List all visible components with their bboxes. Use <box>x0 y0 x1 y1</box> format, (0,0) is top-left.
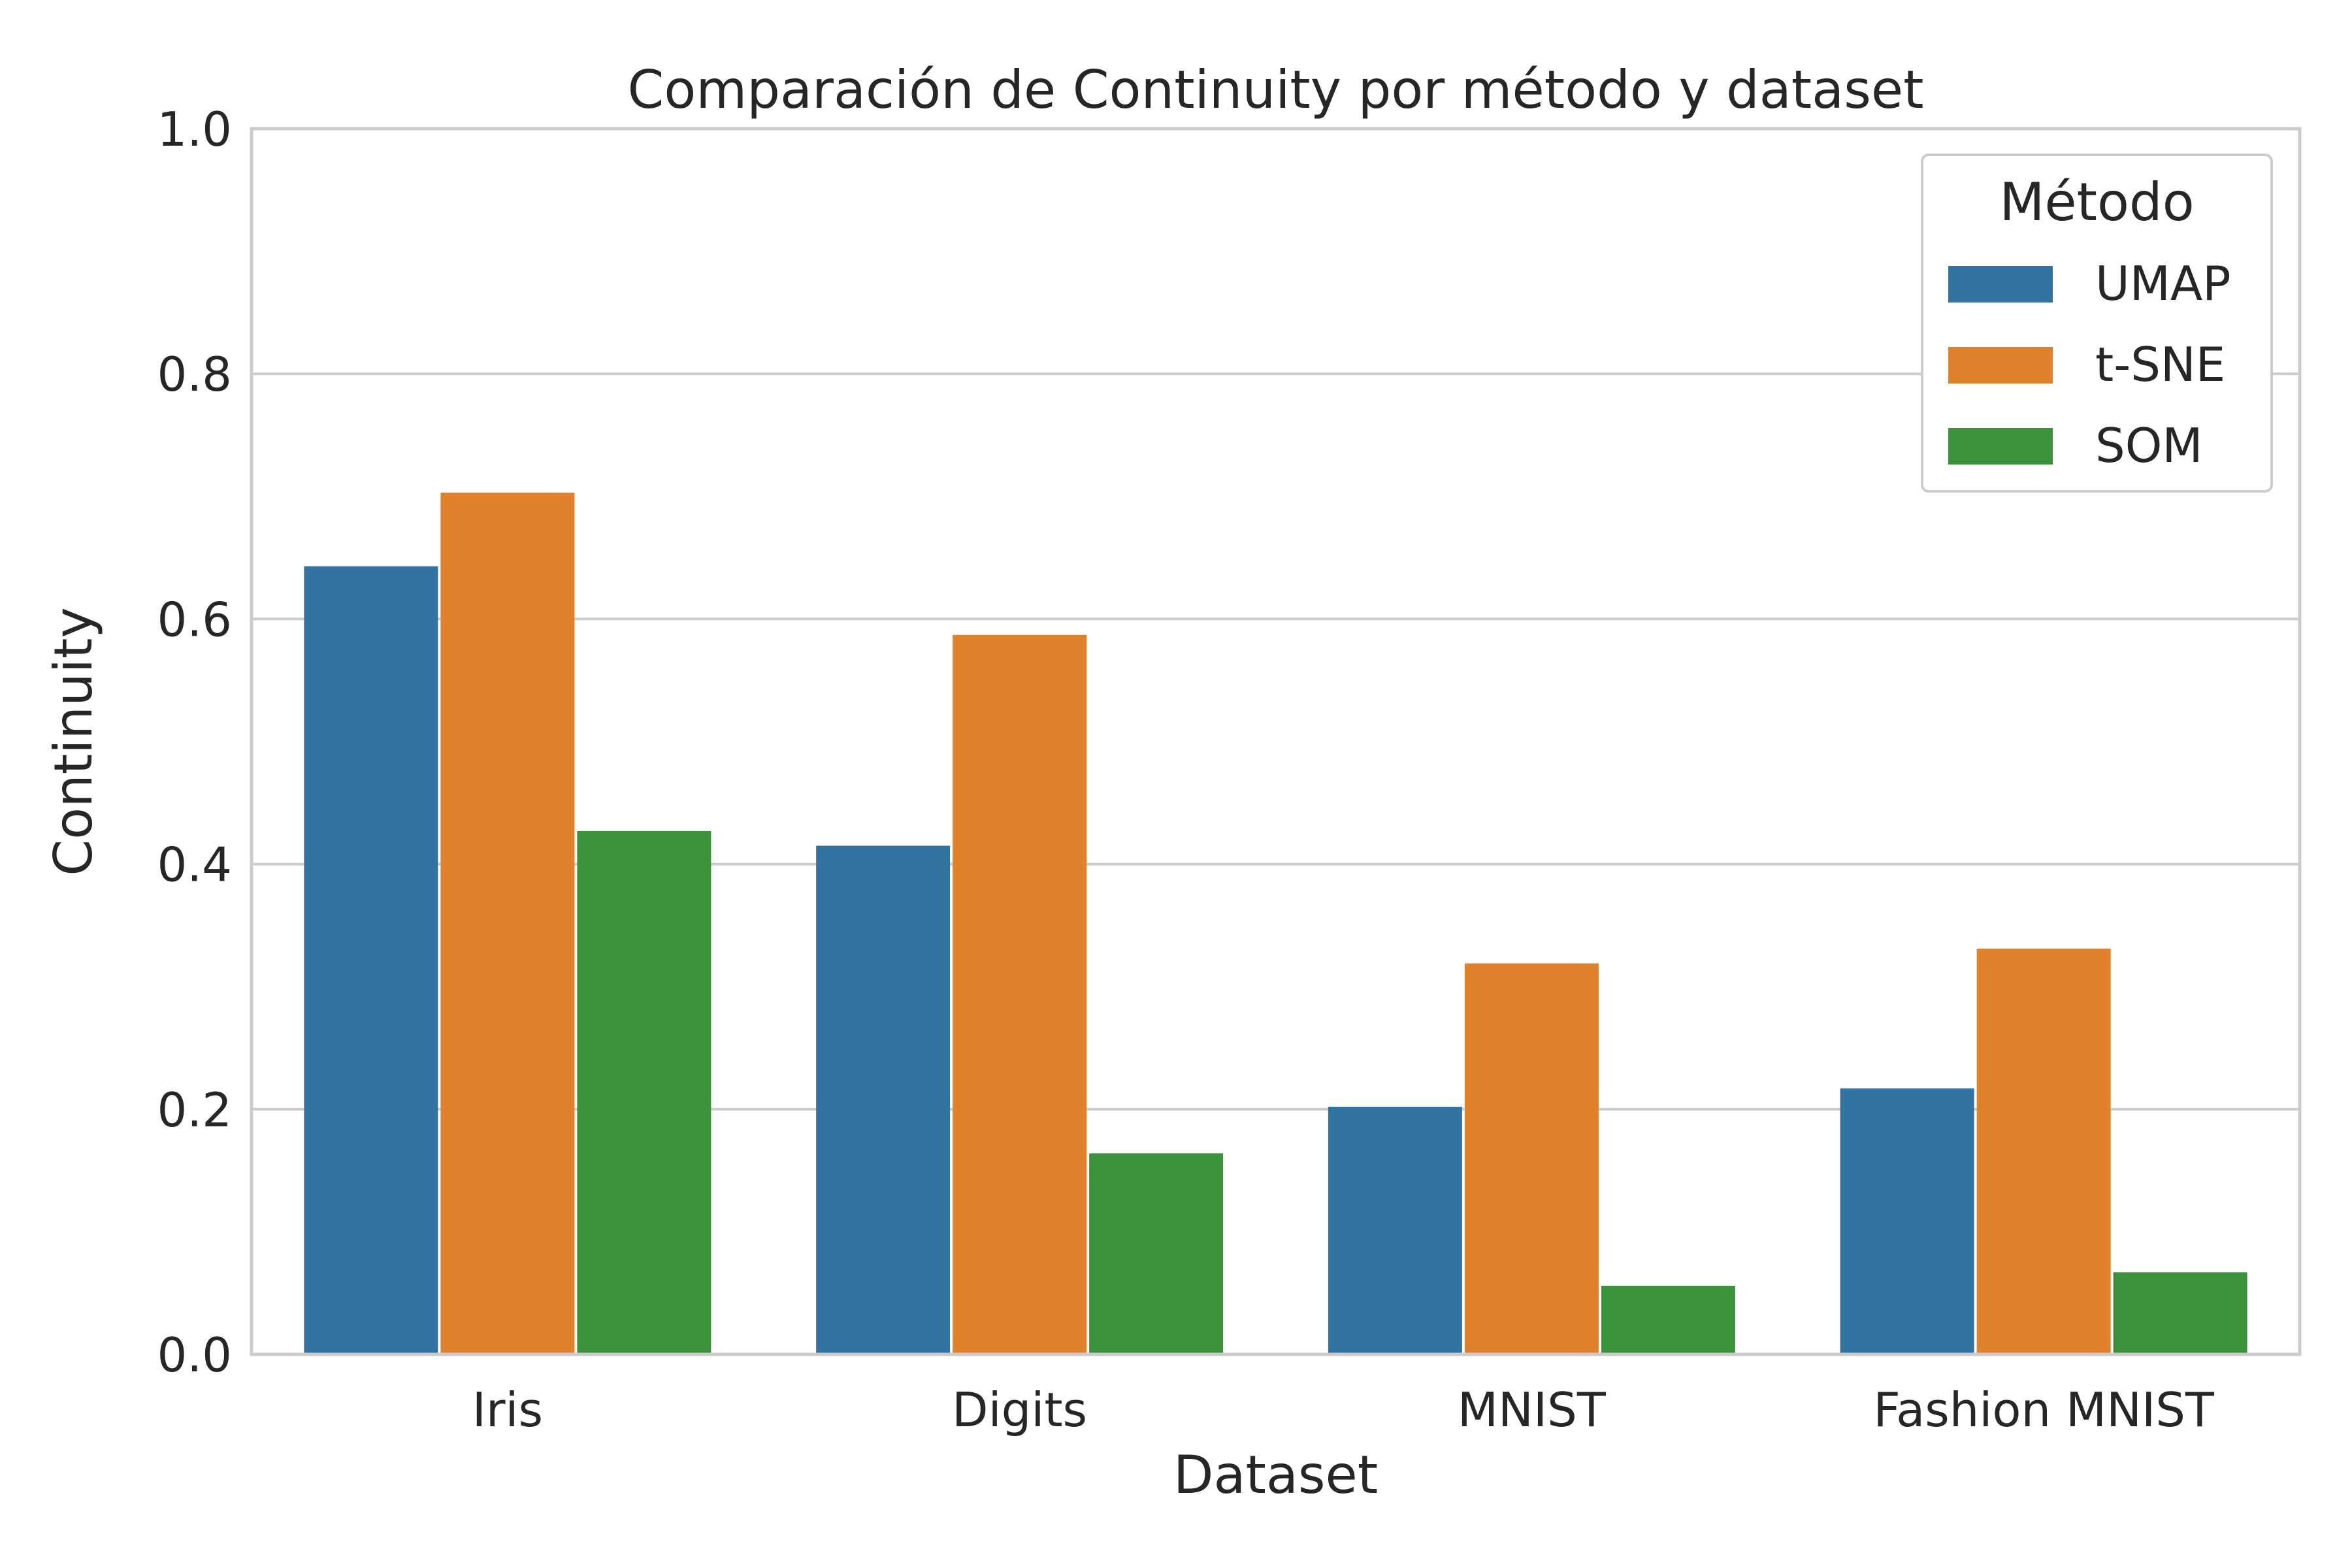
y-tick-labels: 0.0 0.2 0.4 0.6 0.8 1.0 <box>157 102 232 1382</box>
y-tick-label: 0.2 <box>157 1083 232 1137</box>
plot-frame <box>250 127 2302 1356</box>
bar-umap-mnist <box>1328 1107 1462 1354</box>
legend-swatch <box>1948 428 2053 465</box>
legend-title: Método <box>1999 172 2194 233</box>
legend-box <box>1921 154 2273 493</box>
chart-title: Comparación de Continuity por método y d… <box>628 59 1924 120</box>
x-tick-label: Digits <box>952 1382 1087 1437</box>
bar-t-sne-fashion-mnist <box>1976 949 2111 1354</box>
bar-t-sne-digits <box>953 634 1087 1354</box>
y-tick-label: 0.6 <box>157 592 232 647</box>
bar-umap-digits <box>816 845 951 1354</box>
bar-som-digits <box>1089 1153 1224 1354</box>
x-tick-labels: Iris Digits MNIST Fashion MNIST <box>472 1382 2215 1437</box>
y-tick-label: 0.0 <box>157 1328 232 1382</box>
x-tick-label: MNIST <box>1458 1382 1607 1437</box>
bar-som-mnist <box>1601 1285 1735 1354</box>
bar-umap-fashion-mnist <box>1840 1088 1974 1354</box>
legend-entry-label: UMAP <box>2095 256 2231 311</box>
bar-som-fashion-mnist <box>2113 1272 2247 1354</box>
legend: Método UMAP t-SNE SOM <box>1921 154 2273 493</box>
bars <box>304 493 2247 1355</box>
legend-entry-label: t-SNE <box>2095 337 2225 392</box>
x-tick-label: Iris <box>472 1382 543 1437</box>
bar-som-iris <box>577 830 711 1354</box>
legend-swatch <box>1948 347 2053 384</box>
x-tick-label: Fashion MNIST <box>1873 1382 2215 1437</box>
y-tick-label: 1.0 <box>157 102 232 157</box>
bar-t-sne-iris <box>440 493 575 1354</box>
y-tick-label: 0.4 <box>157 838 232 892</box>
y-tick-label: 0.8 <box>157 347 232 402</box>
x-axis-label: Dataset <box>1173 1445 1378 1505</box>
legend-items: UMAP t-SNE SOM <box>1948 256 2231 473</box>
bar-umap-iris <box>304 566 438 1355</box>
bar-t-sne-mnist <box>1464 963 1599 1354</box>
legend-swatch <box>1948 266 2053 302</box>
legend-entry-label: SOM <box>2095 418 2203 473</box>
y-axis-label: Continuity <box>43 607 104 875</box>
